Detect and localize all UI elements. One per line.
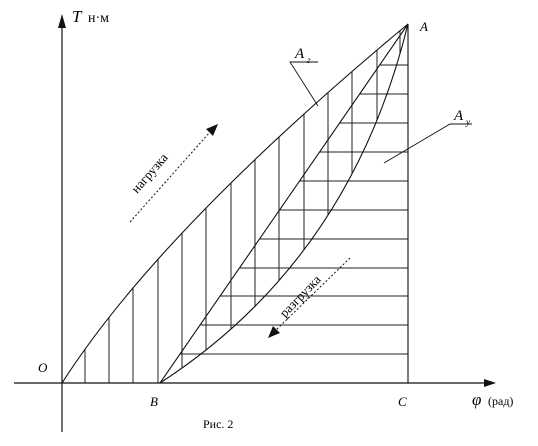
y-axis-unit: н·м (88, 11, 109, 26)
elastic-area-label: A (294, 46, 305, 62)
loading-arrow-line (129, 131, 211, 223)
x-axis-arrowhead (484, 379, 496, 387)
y-axis-arrowhead (58, 14, 66, 28)
x-axis-symbol: φ (472, 390, 481, 409)
x-axis-unit: (рад) (488, 394, 513, 408)
unloading-line (159, 23, 409, 384)
point-b-label: B (150, 394, 158, 409)
y-axis-symbol: T (72, 7, 83, 26)
residual-area-label: A (453, 108, 464, 124)
unloading-area-horizontal-hatching (180, 64, 408, 355)
elastic-area-leader (289, 61, 319, 107)
residual-curve (159, 23, 409, 384)
unloading-arrowhead (268, 326, 280, 338)
elastic-area-subscript: г (307, 55, 311, 65)
point-c-label: C (398, 394, 407, 409)
loading-label: нагрузка (128, 150, 171, 196)
residual-area-leader (383, 123, 472, 164)
loading-area-vertical-hatching (84, 30, 401, 383)
loading-curve (61, 23, 409, 384)
residual-area-subscript: у (465, 117, 470, 127)
point-a-label: A (419, 19, 428, 34)
point-o-label: O (38, 360, 48, 375)
loading-arrowhead (206, 124, 218, 136)
figure-caption: Рис. 2 (203, 417, 233, 431)
unloading-arrow-line (275, 257, 351, 331)
